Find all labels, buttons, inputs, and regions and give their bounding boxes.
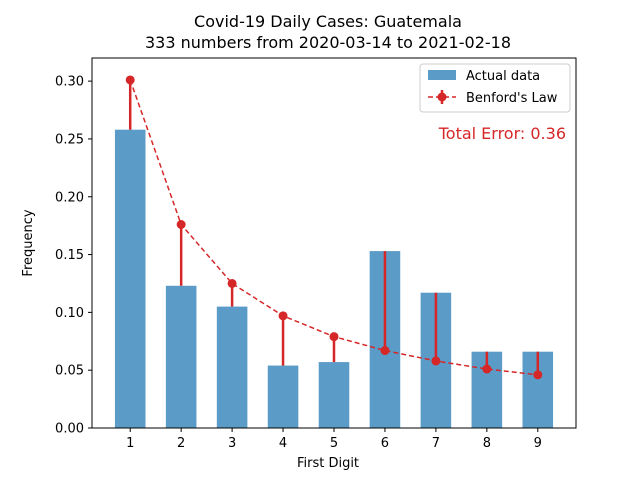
y-tick-label: 0.05	[55, 364, 84, 379]
legend-box	[419, 63, 571, 113]
benford-point	[329, 332, 339, 342]
plot-frame	[91, 57, 577, 429]
bar	[267, 365, 299, 428]
y-tick-label: 0.00	[55, 422, 84, 437]
benford-point	[431, 356, 441, 366]
x-tick-label: 2	[177, 436, 185, 451]
benford-point	[125, 75, 135, 85]
y-tick-label: 0.10	[55, 306, 84, 321]
x-tick-label: 4	[279, 436, 287, 451]
y-axis: 0.00 0.05 0.10 0.15 0.20 0.25 0.30	[55, 75, 92, 437]
x-tick-label: 8	[483, 436, 491, 451]
benford-point	[482, 364, 492, 374]
total-error-annotation: Total Error: 0.36	[438, 124, 566, 143]
bar	[318, 362, 350, 428]
y-axis-label: Frequency	[21, 209, 36, 276]
x-tick-label: 3	[228, 436, 236, 451]
y-tick-label: 0.30	[55, 75, 84, 90]
benford-point	[176, 220, 186, 229]
bar-series	[114, 129, 554, 428]
bar	[165, 285, 197, 428]
bar	[216, 306, 248, 428]
x-tick-label: 6	[381, 436, 389, 451]
benford-point	[380, 346, 390, 356]
legend-swatch-benford-marker	[437, 92, 447, 102]
chart-subtitle: 333 numbers from 2020-03-14 to 2021-02-1…	[145, 33, 511, 52]
y-tick-label: 0.20	[55, 190, 84, 205]
benford-point	[533, 370, 543, 380]
legend-label-actual: Actual data	[466, 69, 540, 84]
y-tick-label: 0.25	[55, 132, 84, 147]
benford-series	[125, 75, 543, 380]
x-axis: 1 2 3 4 5 6 7 8 9	[126, 428, 542, 451]
legend: Actual data Benford's Law	[419, 63, 571, 113]
benford-point	[227, 278, 237, 288]
legend-label-benford: Benford's Law	[466, 91, 558, 106]
bar	[114, 129, 146, 428]
legend-swatch-actual	[428, 70, 456, 80]
x-tick-label: 1	[126, 436, 134, 451]
benford-point	[278, 311, 288, 321]
chart-title: Covid-19 Daily Cases: Guatemala	[194, 12, 462, 31]
x-tick-label: 9	[534, 436, 542, 451]
x-tick-label: 5	[330, 436, 338, 451]
y-tick-label: 0.15	[55, 248, 84, 263]
x-tick-label: 7	[432, 436, 440, 451]
x-axis-label: First Digit	[297, 456, 359, 471]
